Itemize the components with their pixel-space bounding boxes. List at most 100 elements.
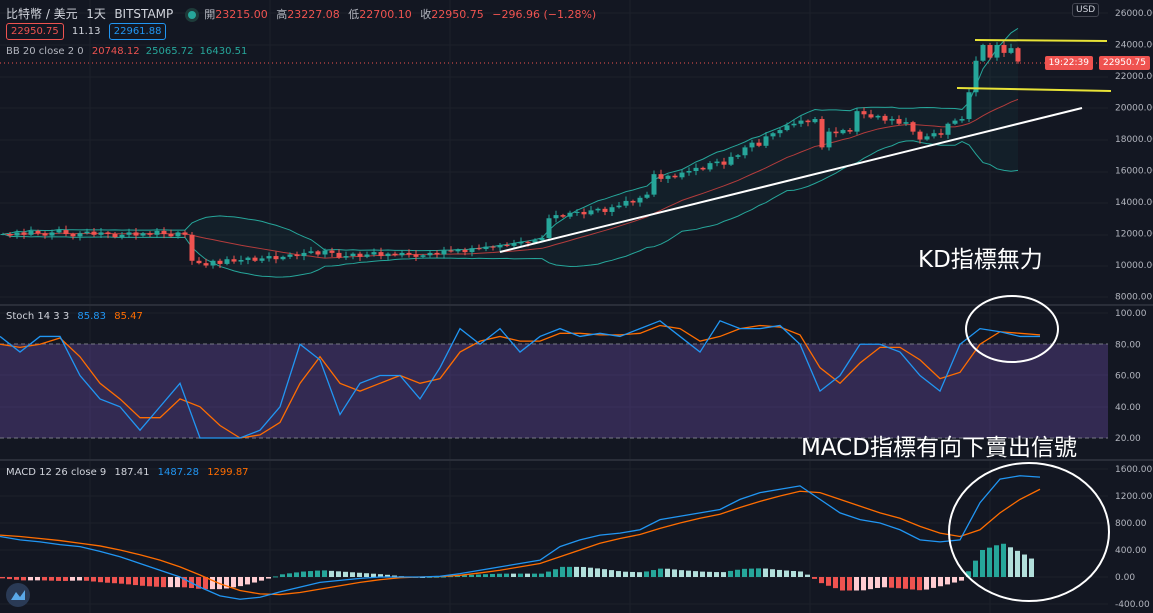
stoch-tick-label: 100.00 (1115, 309, 1147, 319)
candle (819, 119, 825, 148)
tradingview-logo-icon[interactable] (6, 583, 30, 607)
candle (721, 161, 727, 165)
macd-histogram-bar (959, 577, 964, 581)
candle (259, 258, 265, 261)
candle (861, 111, 867, 115)
currency-button[interactable]: USD (1072, 3, 1100, 17)
candle (700, 167, 706, 170)
macd-histogram-bar (784, 570, 789, 577)
macd-histogram-bar (798, 571, 803, 577)
high-value: 23227.08 (287, 8, 340, 21)
candle (252, 257, 258, 261)
candle (231, 259, 237, 262)
kd-annotation[interactable]: KD指標無力 (918, 247, 1043, 273)
candle (917, 131, 923, 140)
macd-histogram-bar (105, 577, 110, 583)
macd-histogram-bar (917, 577, 922, 591)
candle (525, 241, 531, 243)
macd-histogram-bar (630, 571, 635, 577)
price-tick-label: 18000.00 (1115, 135, 1153, 145)
macd-histogram-bar (1022, 554, 1027, 577)
candle (826, 131, 832, 148)
price-tick-label: 22000.00 (1115, 72, 1153, 82)
macd-histogram-bar (665, 568, 670, 577)
macd-histogram-bar (882, 577, 887, 588)
candle (945, 123, 951, 135)
candle (490, 246, 496, 248)
macd-histogram-bar (154, 577, 159, 587)
price-tick-label: 14000.00 (1115, 198, 1153, 208)
macd-annotation[interactable]: MACD指標有向下賣出信號 (801, 435, 1077, 461)
candle (665, 175, 671, 179)
candle (14, 232, 20, 236)
macd-histogram-bar (140, 577, 145, 586)
macd-tick-label: 1600.00 (1115, 465, 1152, 475)
macd-histogram-bar (686, 570, 691, 577)
change-value: −296.96 (−1.28%) (492, 8, 597, 21)
candle (938, 133, 944, 135)
candle (406, 252, 412, 255)
macd-histogram-bar (938, 577, 943, 587)
macd-histogram-bar (679, 570, 684, 577)
candle (77, 233, 83, 237)
macd-histogram-bar (336, 571, 341, 577)
macd-histogram-bar (448, 576, 453, 578)
candle (833, 131, 839, 134)
candle (84, 231, 90, 234)
candle (266, 256, 272, 259)
macd-highlight-ellipse[interactable] (948, 462, 1110, 602)
stoch-d-line (0, 324, 1041, 439)
buy-button[interactable]: 22961.88 (108, 23, 167, 40)
macd-tick-label: 1200.00 (1115, 492, 1152, 502)
price-tick-label: 20000.00 (1115, 104, 1153, 114)
candle (931, 133, 937, 137)
macd-histogram-bar (497, 573, 502, 577)
macd-histogram-bar (728, 570, 733, 577)
macd-histogram-bar (1015, 550, 1020, 577)
macd-histogram-bar (56, 577, 61, 581)
candle (868, 114, 874, 118)
macd-histogram-bar (455, 575, 460, 577)
resistance-line[interactable] (974, 39, 1108, 42)
candle (462, 249, 468, 253)
candle (364, 254, 370, 257)
macd-histogram-bar (483, 574, 488, 577)
candle (287, 254, 293, 257)
candle (714, 161, 720, 164)
support-line[interactable] (956, 87, 1112, 92)
trend-line[interactable] (499, 107, 1083, 253)
macd-histogram-bar (245, 577, 250, 585)
candle (217, 260, 223, 264)
candle (399, 252, 405, 256)
symbol-title[interactable]: 比特幣 / 美元 (6, 7, 78, 21)
candle (392, 253, 398, 256)
macd-histogram-bar (896, 577, 901, 589)
macd-tick-label: 400.00 (1115, 546, 1147, 556)
stoch-legend[interactable]: Stoch 14 3 3 85.83 85.47 (6, 311, 148, 322)
close-value: 22950.75 (431, 8, 484, 21)
candle (987, 45, 993, 58)
candle (875, 115, 881, 118)
candle (469, 248, 475, 253)
candle (273, 256, 279, 260)
candle (63, 230, 69, 235)
kd-highlight-ellipse[interactable] (965, 295, 1059, 363)
candle (427, 252, 433, 256)
bb-legend[interactable]: BB 20 close 2 0 20748.12 25065.72 16430.… (6, 46, 252, 57)
sell-button[interactable]: 22950.75 (6, 23, 64, 40)
candle (56, 230, 62, 233)
macd-legend[interactable]: MACD 12 26 close 9 187.41 1487.28 1299.8… (6, 467, 254, 478)
macd-histogram-bar (210, 577, 215, 590)
macd-signal-line (0, 488, 1041, 596)
macd-line (0, 475, 1041, 600)
macd-histogram-bar (973, 560, 978, 577)
candle (329, 250, 335, 253)
candle (742, 147, 748, 156)
macd-histogram-bar (966, 571, 971, 577)
candle (560, 215, 566, 217)
candle (924, 136, 930, 140)
macd-histogram-bar (273, 576, 278, 578)
candle (70, 234, 76, 237)
candle (245, 257, 251, 260)
